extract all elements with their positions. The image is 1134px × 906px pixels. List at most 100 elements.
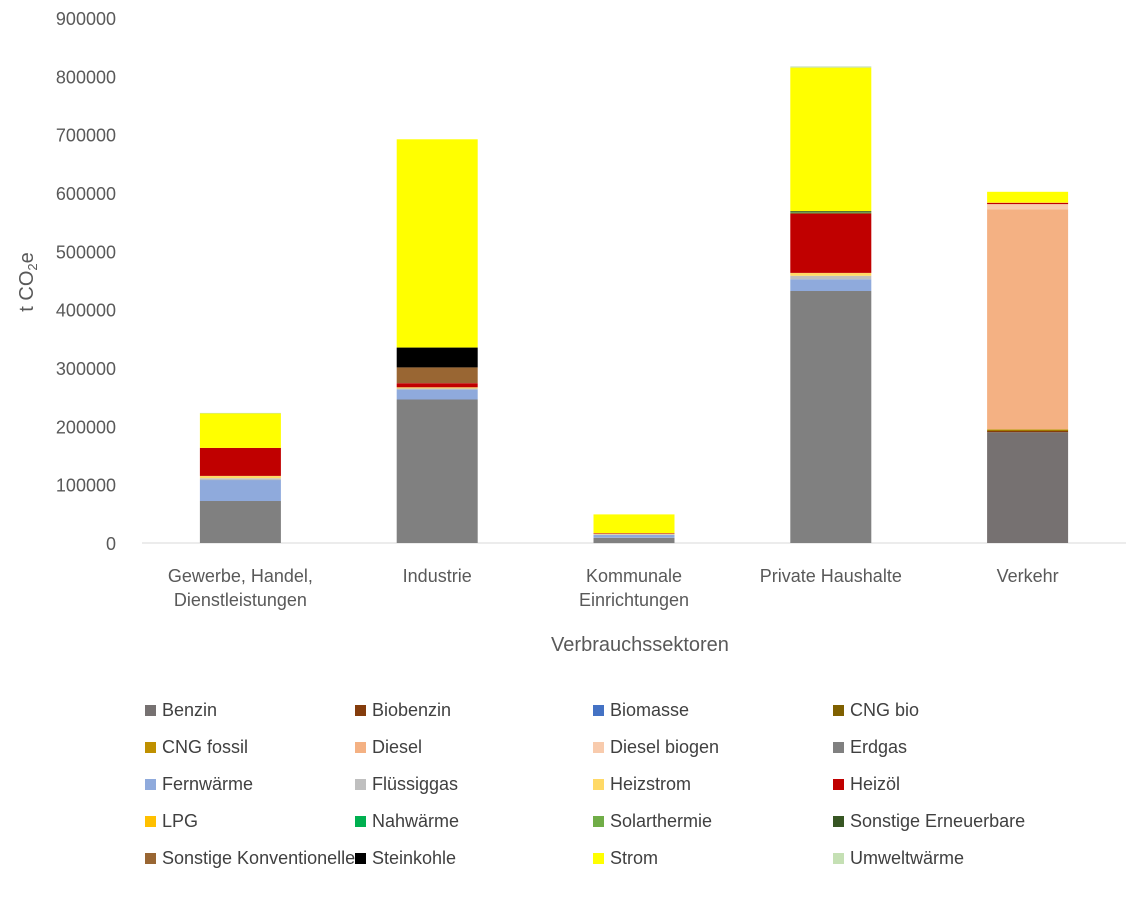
legend-swatch bbox=[355, 779, 366, 790]
bar-segment bbox=[199, 475, 281, 479]
legend-item: Diesel bbox=[355, 737, 593, 758]
y-tick-label: 900000 bbox=[56, 9, 116, 29]
legend-label: Benzin bbox=[162, 700, 218, 720]
legend-label: Solarthermie bbox=[610, 811, 713, 831]
y-tick-label: 200000 bbox=[56, 417, 116, 437]
y-tick-label: 500000 bbox=[56, 242, 116, 262]
legend-label: Sonstige Konventionelle bbox=[162, 848, 356, 868]
y-tick-label: 700000 bbox=[56, 126, 116, 146]
bar-segment bbox=[199, 447, 281, 476]
legend-swatch bbox=[593, 853, 604, 864]
legend-item: CNG fossil bbox=[145, 737, 355, 758]
legend-swatch bbox=[355, 853, 366, 864]
bar-segment bbox=[987, 429, 1069, 431]
bar-segment bbox=[199, 501, 281, 543]
legend-swatch bbox=[593, 705, 604, 716]
bar-segment bbox=[396, 347, 478, 368]
legend-label: Flüssiggas bbox=[372, 774, 459, 794]
bar-segment bbox=[593, 534, 675, 538]
legend: Benzin Biobenzin Biomasse CNG bio CNG fossil… bbox=[145, 700, 1125, 869]
legend-label: Diesel biogen bbox=[610, 737, 720, 757]
bar-segment bbox=[790, 272, 872, 276]
legend-swatch bbox=[145, 705, 156, 716]
legend-swatch bbox=[833, 853, 844, 864]
bar-segment bbox=[790, 212, 872, 214]
x-axis-ticks: Gewerbe, Handel, Dienstleistungen Industri… bbox=[168, 566, 1059, 610]
legend-label: Heizöl bbox=[850, 774, 901, 794]
bar-segment bbox=[987, 202, 1069, 203]
legend-item: Heizstrom bbox=[593, 774, 833, 795]
legend-item: Strom bbox=[593, 848, 833, 869]
legend-swatch bbox=[145, 816, 156, 827]
legend-item: Nahwärme bbox=[355, 811, 593, 832]
bar-segment bbox=[199, 480, 281, 501]
x-tick-label-line: Industrie bbox=[403, 566, 472, 586]
bar-segment bbox=[396, 367, 478, 384]
legend-item: Diesel biogen bbox=[593, 737, 833, 758]
legend-label: Diesel bbox=[372, 737, 423, 757]
bar-segment bbox=[593, 533, 675, 534]
legend-item: CNG bio bbox=[833, 700, 1083, 721]
legend-swatch bbox=[833, 816, 844, 827]
legend-swatch bbox=[593, 779, 604, 790]
legend-swatch bbox=[145, 853, 156, 864]
legend-label: Heizstrom bbox=[610, 774, 692, 794]
bar-segment bbox=[790, 66, 872, 68]
bar-segment bbox=[987, 430, 1069, 431]
bar-segment bbox=[987, 432, 1069, 543]
bar-segment bbox=[987, 209, 1069, 430]
bar-segment bbox=[199, 478, 281, 481]
legend-swatch bbox=[145, 742, 156, 753]
bar-segment bbox=[987, 204, 1069, 210]
bar-segment bbox=[593, 533, 675, 535]
bar-segment bbox=[199, 412, 281, 414]
x-tick-label-line: Private Haushalte bbox=[760, 566, 902, 586]
legend-label: CNG bio bbox=[850, 700, 920, 720]
legend-item: Benzin bbox=[145, 700, 355, 721]
legend-item: Biobenzin bbox=[355, 700, 593, 721]
x-tick-label-line: Gewerbe, Handel, bbox=[168, 566, 313, 586]
legend-item: Fernwärme bbox=[145, 774, 355, 795]
legend-item: Erdgas bbox=[833, 737, 1083, 758]
bar-segment bbox=[396, 388, 478, 390]
bar-segment bbox=[396, 139, 478, 348]
bar-segment bbox=[790, 211, 872, 213]
legend-label: LPG bbox=[162, 811, 199, 831]
y-axis-title: t CO2e bbox=[16, 252, 40, 311]
bar-segment bbox=[790, 67, 872, 212]
legend-swatch bbox=[833, 705, 844, 716]
y-tick-label: 0 bbox=[106, 534, 116, 554]
x-tick-label: Private Haushalte bbox=[760, 566, 902, 586]
legend-swatch bbox=[833, 779, 844, 790]
legend-label: Strom bbox=[610, 848, 659, 868]
legend-label: Sonstige Erneuerbare bbox=[850, 811, 1026, 831]
bar-segment bbox=[790, 275, 872, 280]
legend-swatch bbox=[145, 779, 156, 790]
legend-label: Biobenzin bbox=[372, 700, 452, 720]
legend-swatch bbox=[593, 742, 604, 753]
legend-swatch bbox=[593, 816, 604, 827]
bar-segment bbox=[593, 537, 675, 544]
x-tick-label: Gewerbe, Handel, Dienstleistungen bbox=[168, 566, 313, 610]
x-tick-label-line: Kommunale bbox=[586, 566, 682, 586]
legend-label: Umweltwärme bbox=[850, 848, 965, 868]
legend-label: Erdgas bbox=[850, 737, 908, 757]
bar-segment bbox=[396, 389, 478, 400]
legend-label: CNG fossil bbox=[162, 737, 249, 757]
x-tick-label: Kommunale Einrichtungen bbox=[579, 566, 689, 610]
bar-stacks bbox=[199, 66, 1069, 544]
legend-item: Sonstige Konventionelle bbox=[145, 848, 355, 869]
legend-item: Heizöl bbox=[833, 774, 1083, 795]
bar-segment bbox=[199, 413, 281, 448]
legend-swatch bbox=[355, 705, 366, 716]
legend-item: Sonstige Erneuerbare bbox=[833, 811, 1083, 832]
legend-item: Steinkohle bbox=[355, 848, 593, 869]
bar-segment bbox=[396, 387, 478, 389]
y-tick-label: 600000 bbox=[56, 184, 116, 204]
legend-label: Nahwärme bbox=[372, 811, 460, 831]
legend-item: LPG bbox=[145, 811, 355, 832]
x-tick-label-line: Verkehr bbox=[997, 566, 1059, 586]
legend-label: Biomasse bbox=[610, 700, 690, 720]
x-tick-label: Industrie bbox=[403, 566, 472, 586]
bar-segment bbox=[987, 202, 1069, 205]
